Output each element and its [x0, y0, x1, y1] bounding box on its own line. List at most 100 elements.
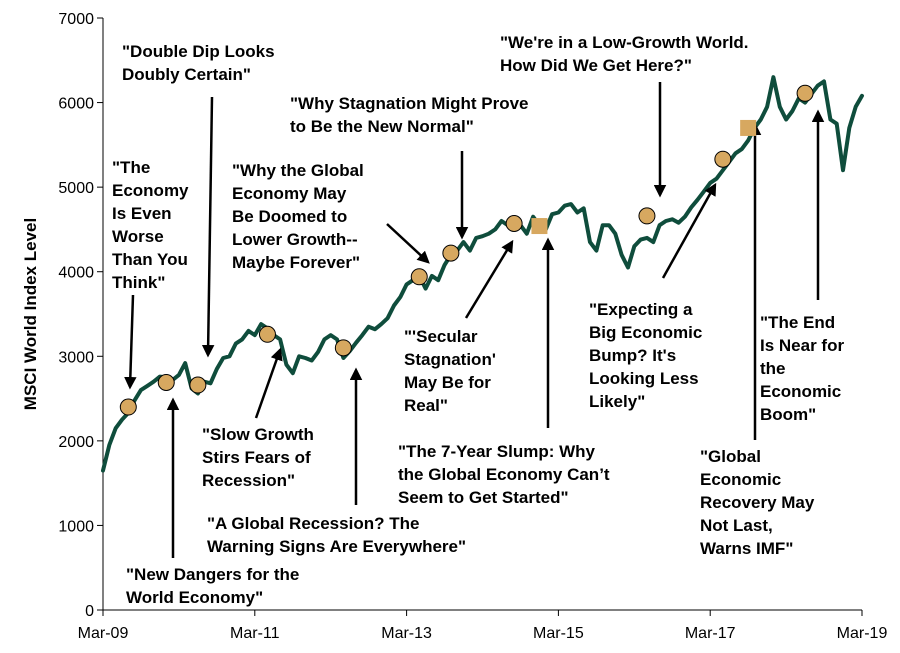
annotation-line: "Why the Global — [232, 161, 364, 180]
annotation-line: May Be for — [404, 373, 491, 392]
x-tick-label: Mar-19 — [837, 625, 888, 642]
annotation-line: Not Last, — [700, 516, 773, 535]
annotation-line: "Expecting a — [589, 300, 693, 319]
annotation-arrow — [124, 294, 137, 390]
x-tick-label: Mar-17 — [685, 625, 736, 642]
y-tick-label: 5000 — [58, 180, 94, 197]
marker-square — [531, 218, 548, 235]
annotation-text: "The Economy Is Even Worse Than You Think" — [112, 158, 189, 292]
annotation-line: World Economy" — [126, 588, 263, 607]
annotation-arrow — [201, 96, 215, 358]
annotation-arrow — [661, 182, 717, 279]
annotation-line: How Did We Get Here?" — [500, 56, 692, 75]
y-tick-label: 6000 — [58, 96, 94, 113]
annotation-line: Economic — [760, 382, 841, 401]
annotation-line: "We're in a Low-Growth World. — [500, 33, 749, 52]
annotation-line: Worse — [112, 227, 164, 246]
x-tick-label: Mar-15 — [533, 625, 584, 642]
annotation-text: "Slow Growth Stirs Fears of Recession" — [202, 425, 314, 490]
annotation-line: Stirs Fears of — [202, 448, 311, 467]
annotation-line: Likely" — [589, 392, 645, 411]
marker-circle — [334, 339, 352, 357]
annotation-line: "The End — [760, 313, 835, 332]
y-tick-label: 7000 — [58, 11, 94, 28]
x-tick-label: Mar-09 — [78, 625, 129, 642]
annotation-texts: "The Economy Is Even Worse Than You Think" "Do… — [112, 33, 844, 607]
annotation-text: "Global Economic Recovery May Not Last, Warn… — [700, 447, 815, 558]
annotation-line: Doubly Certain" — [122, 65, 251, 84]
annotation-line: Boom" — [760, 405, 816, 424]
annotation-line: the Global Economy Can’t — [398, 465, 610, 484]
y-tick-label: 3000 — [58, 349, 94, 366]
marker-circle — [638, 207, 656, 225]
x-tick-label: Mar-11 — [230, 625, 280, 642]
y-axis-title: MSCI World Index Level — [21, 218, 40, 410]
annotation-line: "'Secular — [404, 327, 478, 346]
annotation-line: Is Near for — [760, 336, 844, 355]
annotation-line: to Be the New Normal" — [290, 117, 474, 136]
annotation-line: "The — [112, 158, 150, 177]
annotation-line: "A Global Recession? The — [207, 514, 419, 533]
marker-circle — [410, 268, 428, 286]
annotation-line: Economic — [700, 470, 781, 489]
annotation-line: Warning Signs Are Everywhere" — [207, 537, 466, 556]
x-axis: Mar-09 Mar-11 Mar-13 Mar-15 Mar-17 Mar-19 — [78, 609, 888, 642]
marker-circle — [505, 215, 523, 233]
y-tick-label: 1000 — [58, 518, 94, 535]
annotation-text: "The 7-Year Slump: Why the Global Economy… — [398, 442, 610, 507]
annotation-text: "New Dangers for the World Economy" — [126, 565, 299, 607]
annotation-line: "Double Dip Looks — [122, 42, 275, 61]
marker-circle — [189, 376, 207, 394]
y-tick-label: 2000 — [58, 434, 94, 451]
marker-square — [740, 119, 757, 136]
annotation-line: Economy — [112, 181, 189, 200]
annotation-line: Recession" — [202, 471, 295, 490]
x-tick-label: Mar-13 — [381, 625, 432, 642]
marker-circle — [714, 150, 732, 168]
annotation-arrow — [386, 223, 430, 264]
annotation-text: "A Global Recession? The Warning Signs Ar… — [207, 514, 466, 556]
annotation-arrow — [254, 347, 283, 419]
annotation-line: Recovery May — [700, 493, 815, 512]
annotation-line: Is Even — [112, 204, 172, 223]
annotation-text: "Why the Global Economy May Be Doomed to Lo… — [232, 161, 364, 272]
marker-circle — [258, 325, 276, 343]
annotation-line: Looking Less — [589, 369, 699, 388]
y-tick-label: 0 — [85, 603, 94, 620]
annotation-line: "Why Stagnation Might Prove — [290, 94, 529, 113]
marker-circle — [442, 244, 460, 262]
markers-group — [119, 84, 814, 416]
marker-circle — [157, 374, 175, 392]
annotation-line: "The 7-Year Slump: Why — [398, 442, 596, 461]
y-tick-label: 4000 — [58, 265, 94, 282]
annotation-line: Than You — [112, 250, 188, 269]
annotation-line: Seem to Get Started" — [398, 488, 569, 507]
annotation-line: Think" — [112, 273, 165, 292]
series-line-group — [101, 75, 864, 473]
annotation-line: the — [760, 359, 786, 378]
marker-circle — [796, 84, 814, 102]
annotation-line: Be Doomed to — [232, 207, 347, 226]
annotation-arrows — [124, 82, 825, 558]
annotation-text: "Expecting a Big Economic Bump? It's Lookin… — [589, 300, 702, 411]
annotation-line: Lower Growth-- — [232, 230, 358, 249]
annotation-line: Real" — [404, 396, 448, 415]
marker-circle — [119, 398, 137, 416]
series-line — [101, 75, 864, 473]
annotation-line: "Global — [700, 447, 761, 466]
annotation-text: "'Secular Stagnation' May Be for Real" — [404, 327, 496, 415]
annotation-line: Stagnation' — [404, 350, 496, 369]
annotation-line: Warns IMF" — [700, 539, 793, 558]
annotation-line: Bump? It's — [589, 346, 676, 365]
annotation-text: "Double Dip Looks Doubly Certain" — [122, 42, 275, 84]
annotation-line: "Slow Growth — [202, 425, 314, 444]
annotation-line: Economy May — [232, 184, 347, 203]
annotation-line: Big Economic — [589, 323, 702, 342]
annotation-text: "We're in a Low-Growth World. How Did We … — [500, 33, 749, 75]
annotation-text: "The End Is Near for the Economic Boom" — [760, 313, 844, 424]
y-axis: 0 1000 2000 3000 4000 5000 6000 7000 — [58, 11, 104, 620]
annotation-arrow — [464, 239, 514, 319]
annotation-line: "New Dangers for the — [126, 565, 299, 584]
annotation-line: Maybe Forever" — [232, 253, 360, 272]
